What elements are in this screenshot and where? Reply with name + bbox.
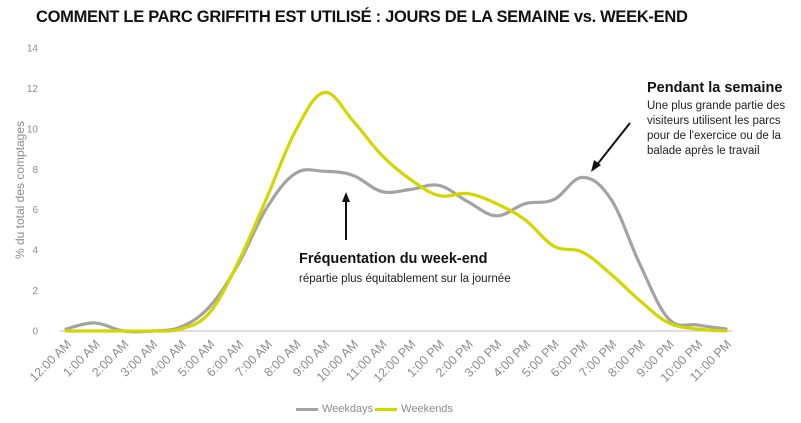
y-tick-label: 8 xyxy=(32,165,38,176)
weekday-annotation-line: balade après le travail xyxy=(647,145,760,157)
series-line-weekends xyxy=(64,90,728,333)
x-ticks: 12:00 AM1:00 AM2:00 AM3:00 AM4:00 AM5:00… xyxy=(27,337,734,385)
y-tick-label: 12 xyxy=(27,84,39,95)
legend-item-weekdays: Weekdays xyxy=(296,403,373,415)
legend-swatch-weekdays xyxy=(296,407,318,411)
y-tick-label: 2 xyxy=(32,286,38,297)
legend-label-weekdays: Weekdays xyxy=(322,403,374,415)
weekend-annotation-arrow xyxy=(342,192,350,240)
weekend-annotation-subtitle: répartie plus équitablement sur la journ… xyxy=(299,273,511,285)
weekday-annotation-title: Pendant la semaine xyxy=(647,80,783,96)
chart-title: COMMENT LE PARC GRIFFITH EST UTILISÉ : J… xyxy=(36,8,688,26)
weekday-annotation-line: visiteurs utilisent les parcs xyxy=(647,115,781,127)
weekday-annotation-line: Une plus grande partie des xyxy=(647,100,786,112)
y-tick-label: 0 xyxy=(32,327,38,338)
weekday-annotation-line: pour de l'exercice ou de la xyxy=(647,130,781,142)
y-tick-label: 6 xyxy=(32,205,38,216)
weekday-annotation-text: Une plus grande partie des visiteurs uti… xyxy=(647,99,785,159)
legend: Weekdays Weekends xyxy=(296,403,455,415)
weekday-annotation-arrow xyxy=(591,122,631,172)
y-axis-label: % du total des comptages xyxy=(13,121,27,259)
y-tick-label: 10 xyxy=(27,124,39,135)
legend-swatch-weekends xyxy=(375,407,398,411)
weekend-annotation-title: Fréquentation du week-end xyxy=(299,251,488,267)
legend-label-weekends: Weekends xyxy=(401,403,453,415)
y-tick-label: 4 xyxy=(32,246,38,257)
legend-item-weekends: Weekends xyxy=(375,403,453,415)
series-line-weekdays xyxy=(64,168,728,334)
y-tick-label: 14 xyxy=(27,44,39,55)
y-ticks: 0 2 4 6 8 10 12 14 xyxy=(27,44,39,338)
series-lines xyxy=(64,90,728,334)
